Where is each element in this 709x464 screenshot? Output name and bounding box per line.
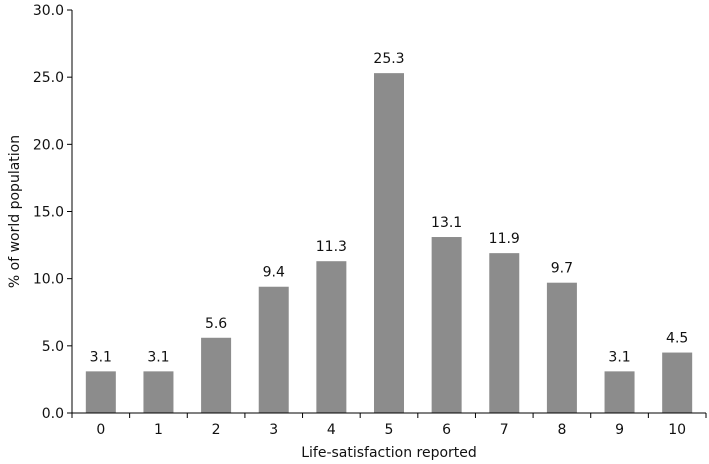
y-tick-label: 15.0 <box>33 205 64 221</box>
x-axis-ticks: 0 1 2 3 4 5 6 7 8 9 10 <box>71 413 707 438</box>
y-tick-label: 25.0 <box>33 70 64 86</box>
x-tick-label: 3 <box>269 422 278 438</box>
data-label: 3.1 <box>608 349 630 365</box>
data-label: 9.4 <box>263 265 285 281</box>
data-label: 4.5 <box>666 331 688 347</box>
data-label: 9.7 <box>551 261 573 277</box>
bar <box>201 337 232 413</box>
bar <box>143 371 174 413</box>
y-axis-ticks: 0.0 5.0 10.0 15.0 20.0 25.0 30.0 <box>33 3 72 422</box>
bar <box>604 371 635 413</box>
x-tick-label: 5 <box>385 422 394 438</box>
bar <box>431 237 462 413</box>
y-axis-title: % of world population <box>7 135 23 288</box>
bars: 3.1 3.1 5.6 9.4 11.3 25.3 13.1 11.9 9.7 3.1 4.5 <box>85 51 693 414</box>
x-tick-label: 10 <box>668 422 686 438</box>
bar <box>85 371 116 413</box>
x-axis-title: Life-satisfaction reported <box>301 445 477 461</box>
data-label: 11.3 <box>316 239 347 255</box>
data-label: 3.1 <box>90 349 112 365</box>
y-tick-label: 0.0 <box>42 406 64 422</box>
data-label: 5.6 <box>205 316 227 332</box>
x-tick-label: 8 <box>557 422 566 438</box>
bar <box>546 282 577 413</box>
y-tick-label: 30.0 <box>33 3 64 19</box>
x-tick-label: 4 <box>327 422 336 438</box>
y-tick-label: 10.0 <box>33 272 64 288</box>
bar <box>258 286 289 413</box>
bar <box>316 261 347 413</box>
x-tick-label: 2 <box>212 422 221 438</box>
data-label: 13.1 <box>431 215 462 231</box>
data-label: 11.9 <box>489 231 520 247</box>
x-tick-label: 7 <box>500 422 509 438</box>
x-tick-label: 6 <box>442 422 451 438</box>
x-tick-label: 9 <box>615 422 624 438</box>
data-label: 25.3 <box>373 51 404 67</box>
y-tick-label: 5.0 <box>42 339 64 355</box>
bar <box>374 73 404 414</box>
x-tick-label: 0 <box>96 422 105 438</box>
bar <box>662 352 693 413</box>
data-label: 3.1 <box>147 349 169 365</box>
bar <box>489 253 520 413</box>
y-tick-label: 20.0 <box>33 137 64 153</box>
x-tick-label: 1 <box>154 422 163 438</box>
